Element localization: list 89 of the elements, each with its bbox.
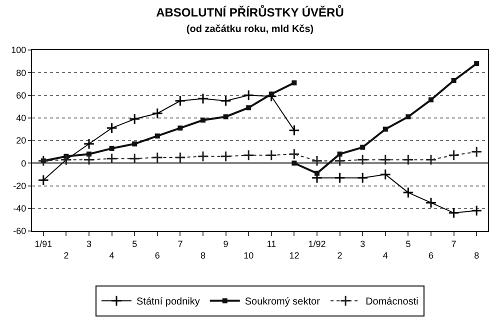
point (109, 146, 114, 151)
point (334, 172, 346, 184)
y-tick-label: 60 (16, 90, 26, 100)
point (200, 118, 206, 123)
y-tick-label: 80 (16, 68, 26, 78)
point (451, 78, 456, 84)
point (197, 92, 209, 104)
point (83, 138, 95, 150)
point (334, 155, 346, 167)
point (288, 148, 300, 160)
x-tick-label: 3 (86, 238, 92, 249)
point (174, 95, 186, 107)
point (380, 154, 392, 166)
point (360, 144, 366, 150)
point (83, 154, 95, 166)
x-tick-label: 10 (244, 250, 254, 260)
point (292, 80, 297, 86)
y-tick-label: -20 (13, 180, 26, 191)
x-tick-label: 9 (223, 238, 228, 249)
point (132, 141, 138, 146)
point (266, 150, 278, 161)
point (356, 154, 368, 166)
point (174, 152, 186, 164)
point (402, 154, 414, 166)
point (448, 150, 460, 161)
chart-subtitle: (od začátku roku, mld Kčs) (186, 24, 314, 35)
x-tick-label: 5 (132, 238, 138, 249)
x-tick-label: 5 (406, 238, 411, 249)
legend-label: Domácnosti (366, 296, 418, 308)
y-tick-label: 0 (21, 158, 26, 168)
point (223, 114, 228, 120)
x-tick-label: 2 (64, 250, 69, 260)
point (406, 114, 411, 120)
point (152, 152, 164, 164)
x-tick-label: 8 (474, 250, 480, 260)
point (474, 61, 480, 66)
x-tick-label: 7 (178, 238, 183, 249)
point (128, 113, 140, 125)
point (242, 90, 254, 101)
point (470, 146, 482, 158)
point (220, 150, 232, 162)
y-tick-label: 20 (16, 136, 26, 146)
point (197, 150, 209, 162)
point (425, 154, 437, 166)
point (356, 172, 368, 184)
y-tick-label: 100 (11, 45, 26, 56)
y-tick-label: -60 (13, 226, 26, 236)
point (428, 97, 434, 102)
point (311, 155, 323, 167)
x-tick-label: 6 (154, 250, 160, 260)
x-tick-label: 3 (360, 238, 366, 249)
x-tick-label: 1/91 (34, 238, 52, 249)
point (106, 122, 118, 134)
point (337, 152, 342, 157)
point (246, 105, 252, 110)
x-tick-label: 4 (382, 250, 388, 260)
point (380, 168, 392, 180)
legend-label: Soukromý sektor (244, 296, 321, 308)
point (448, 207, 460, 219)
point (220, 95, 232, 107)
point (154, 133, 160, 138)
x-tick-label: 11 (266, 238, 276, 249)
legend-label: Státní podniky (136, 296, 200, 308)
point (425, 197, 437, 208)
x-tick-label: 7 (451, 238, 456, 249)
y-tick-label: -40 (13, 204, 26, 214)
x-tick-label: 12 (289, 250, 300, 260)
point (314, 170, 320, 176)
point (288, 124, 300, 136)
point (268, 92, 274, 97)
point (382, 126, 388, 132)
chart-title: ABSOLUTNÍ PŘÍRŮSTKY ÚVĚRŮ (156, 4, 344, 20)
point (106, 152, 118, 164)
point (152, 108, 164, 119)
point (292, 160, 297, 166)
point (38, 155, 50, 167)
point (178, 126, 183, 131)
point (128, 152, 140, 164)
y-tick-label: 40 (16, 113, 26, 124)
point (242, 150, 254, 161)
x-tick-label: 2 (337, 250, 342, 260)
point (402, 186, 414, 198)
x-tick-label: 1/92 (308, 238, 326, 249)
x-tick-label: 8 (200, 250, 206, 260)
x-tick-label: 6 (428, 250, 434, 260)
point (470, 204, 482, 216)
point (38, 174, 50, 186)
x-tick-label: 4 (109, 250, 114, 260)
point (86, 152, 92, 157)
